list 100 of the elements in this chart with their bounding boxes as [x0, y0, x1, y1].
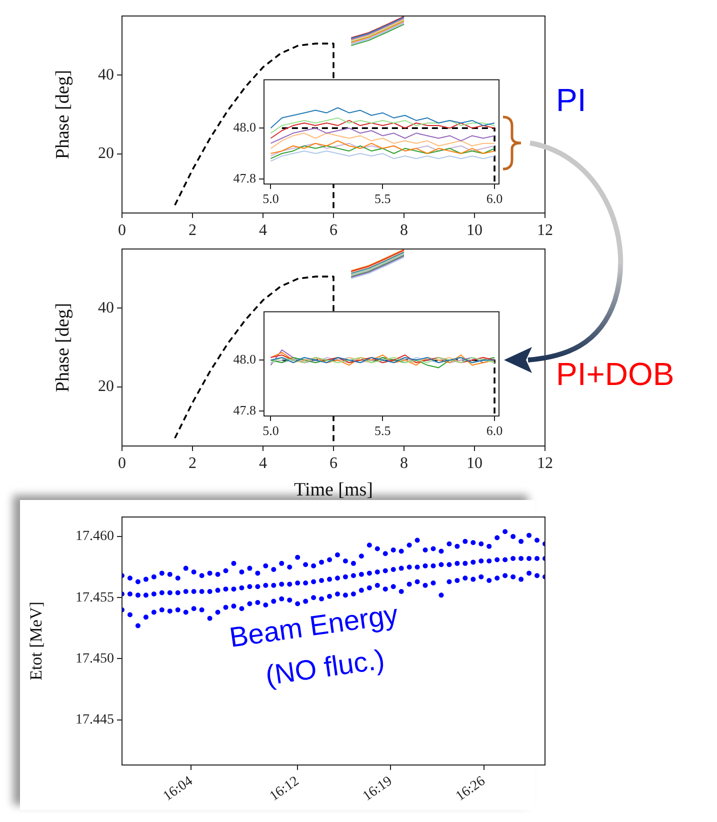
x-tick-label: 12: [537, 454, 553, 472]
point: [199, 607, 204, 612]
x-tick-label: 6: [330, 454, 338, 472]
point: [358, 554, 364, 559]
point: [127, 576, 132, 581]
y-tick-label: 17.455: [76, 590, 114, 606]
y-tick-label: 47.8: [233, 170, 256, 186]
point: [159, 570, 164, 576]
x-tick-label: 8: [400, 222, 408, 239]
point: [374, 582, 380, 588]
point: [319, 578, 324, 584]
point: [390, 547, 396, 552]
y-axis-title: Phase [deg]: [52, 70, 74, 160]
point: [167, 608, 172, 614]
point: [143, 592, 148, 598]
point: [287, 598, 292, 603]
point: [446, 579, 452, 584]
point: [470, 540, 476, 546]
point: [215, 572, 220, 577]
point: [231, 604, 236, 609]
point: [470, 576, 476, 582]
point: [526, 570, 532, 576]
point: [518, 556, 524, 562]
point: [191, 589, 196, 594]
point: [422, 563, 428, 568]
point: [207, 589, 212, 594]
y-axis-title: Etot [MeV]: [26, 602, 46, 680]
point: [287, 564, 292, 570]
point: [374, 569, 380, 574]
x-tick-label: 5.5: [374, 423, 391, 438]
x-tick-label: 10: [466, 222, 482, 239]
y-tick-label: 47.8: [233, 402, 256, 418]
point: [414, 538, 420, 543]
point: [406, 542, 412, 548]
point: [207, 570, 212, 576]
point: [319, 596, 324, 602]
point: [215, 610, 220, 615]
point: [143, 614, 148, 620]
y-tick-label: 40: [98, 66, 114, 84]
point: [478, 558, 484, 564]
point: [135, 623, 140, 628]
point: [398, 548, 404, 554]
point: [382, 551, 388, 556]
point: [438, 562, 444, 568]
point: [311, 579, 316, 584]
y-tick-label: 17.460: [76, 529, 114, 544]
point: [255, 600, 260, 606]
point: [327, 576, 332, 582]
point: [199, 589, 204, 594]
point: [510, 574, 516, 580]
point: [167, 590, 172, 596]
point: [486, 558, 492, 564]
point: [247, 584, 252, 590]
point: [454, 544, 460, 549]
point: [374, 546, 380, 552]
point: [271, 582, 276, 588]
point: [334, 576, 340, 581]
point: [494, 576, 500, 581]
point: [502, 557, 508, 562]
y-axis-title: Phase [deg]: [52, 302, 74, 392]
annotation: (NO fluc.): [264, 644, 387, 692]
point: [342, 558, 348, 564]
point: [215, 588, 220, 593]
x-tick-label: 0: [118, 454, 126, 472]
point: [502, 573, 508, 578]
point: [223, 586, 228, 592]
point: [526, 532, 532, 538]
point: [462, 560, 468, 566]
point: [175, 590, 180, 596]
y-tick-label: 17.450: [76, 651, 114, 666]
point: [422, 547, 428, 552]
point: [151, 591, 156, 596]
x-axis-title: Time [ms]: [294, 480, 374, 501]
point: [534, 556, 540, 562]
y-tick-label: 20: [98, 145, 114, 162]
point: [446, 562, 452, 568]
point: [398, 589, 404, 594]
point: [263, 563, 268, 568]
point: [462, 538, 468, 544]
point: [135, 592, 140, 598]
x-tick-label: 5.5: [374, 191, 391, 206]
point: [334, 552, 340, 558]
point: [406, 582, 412, 587]
point: [263, 602, 268, 608]
point: [247, 566, 252, 571]
x-tick-label: 10: [466, 454, 482, 472]
point: [191, 606, 196, 612]
x-tick-label: 12: [537, 222, 553, 239]
point: [478, 541, 484, 546]
x-tick-label: 4: [259, 454, 267, 472]
point: [430, 546, 436, 552]
point: [127, 612, 132, 618]
point: [183, 610, 188, 615]
y-tick-label: 48.0: [233, 120, 256, 135]
point: [390, 567, 396, 572]
point: [311, 563, 316, 568]
point: [303, 562, 308, 568]
point: [239, 569, 244, 574]
point: [510, 556, 516, 562]
point: [358, 588, 364, 593]
